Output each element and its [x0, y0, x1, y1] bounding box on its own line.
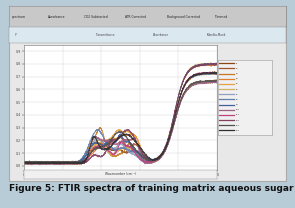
Text: Absorbance: Absorbance	[48, 15, 65, 19]
Text: s13: s13	[235, 125, 240, 126]
Text: Trimmed: Trimmed	[214, 15, 227, 19]
Text: Absorbance: Absorbance	[153, 33, 169, 37]
Text: Y: Y	[14, 33, 16, 37]
Text: s9: s9	[235, 104, 238, 105]
Text: s12: s12	[235, 120, 240, 121]
Text: s8: s8	[235, 99, 238, 100]
Text: s1: s1	[235, 63, 238, 64]
Text: Background Corrected: Background Corrected	[167, 15, 200, 19]
Text: s10: s10	[235, 109, 240, 110]
Text: s5: s5	[235, 83, 238, 84]
Text: Figure 5: FTIR spectra of training matrix aqueous sugar standards.: Figure 5: FTIR spectra of training matri…	[9, 184, 295, 193]
Text: s6: s6	[235, 89, 238, 90]
Text: Kubelka-Munk: Kubelka-Munk	[207, 33, 227, 37]
Text: Wavenumber (cm⁻¹): Wavenumber (cm⁻¹)	[105, 172, 136, 176]
Text: s4: s4	[235, 78, 238, 79]
Text: s7: s7	[235, 94, 238, 95]
Text: s2: s2	[235, 68, 238, 69]
Text: s14: s14	[235, 130, 240, 131]
Text: Transmittance: Transmittance	[96, 33, 116, 37]
Text: s3: s3	[235, 73, 238, 74]
Text: spectrum: spectrum	[12, 15, 26, 19]
Text: ATR Corrected: ATR Corrected	[125, 15, 146, 19]
Text: CO2 Subtracted: CO2 Subtracted	[84, 15, 107, 19]
Text: s11: s11	[235, 114, 240, 115]
